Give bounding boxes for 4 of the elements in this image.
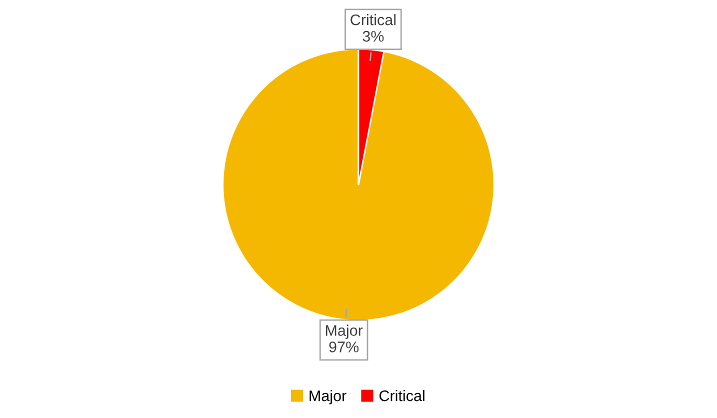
legend-label: Major [310, 390, 346, 404]
data-label: Major 97% [326, 324, 363, 352]
data-label: Critical 3% [350, 14, 396, 42]
legend-label: Critical [379, 390, 424, 402]
